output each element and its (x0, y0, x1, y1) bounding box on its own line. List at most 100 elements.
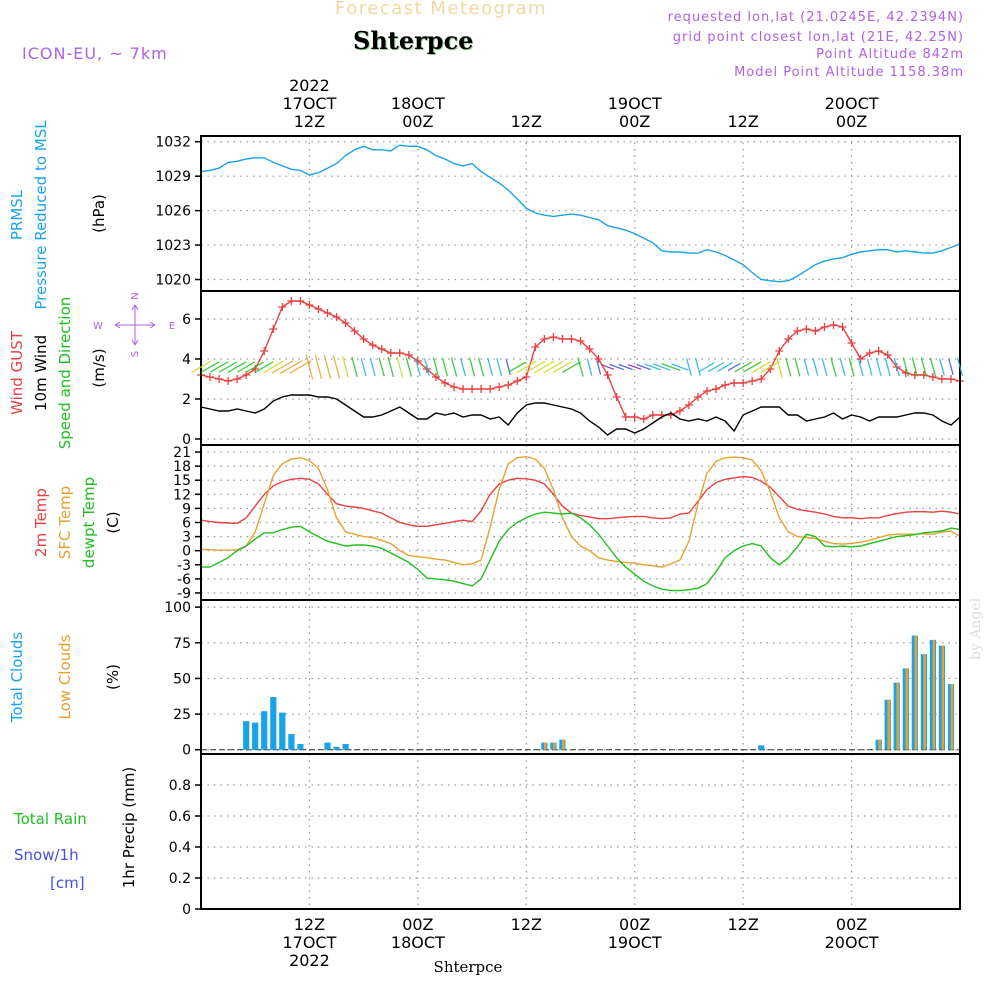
wind-direction-arrow (508, 361, 527, 373)
y-tick-label: 21 (173, 445, 191, 461)
y-tick-label: -6 (177, 572, 191, 588)
bottom-time-label: 12Z (727, 915, 758, 934)
wind-direction-arrow (191, 361, 211, 373)
gust-marker (630, 413, 639, 421)
total-cloud-bar (270, 697, 277, 750)
low-cloud-bar (878, 739, 881, 750)
y-axis-label: Total Clouds (8, 632, 26, 724)
low-cloud-bar (896, 682, 899, 750)
gust-marker (919, 371, 928, 379)
y-tick-label: 15 (173, 473, 191, 489)
unit-label: (%) (104, 664, 122, 690)
y-tick-label: -3 (177, 558, 191, 574)
top-time-label: 00Z (836, 112, 867, 131)
gust-marker (603, 371, 612, 379)
wind-direction-arrow (727, 362, 741, 372)
wind-direction-arrow (543, 360, 564, 374)
gust-marker (576, 337, 585, 345)
wind-direction-arrow (525, 360, 546, 374)
gust-marker (224, 377, 233, 385)
wind-direction-arrow (360, 357, 367, 377)
low-cloud-bar (887, 699, 890, 750)
wind-direction-arrow (577, 357, 584, 377)
low-cloud-bar (544, 742, 547, 750)
y-tick-label: 1026 (155, 204, 191, 220)
gust-marker (287, 297, 296, 305)
wind-direction-arrow (920, 357, 928, 377)
gust-marker (703, 387, 711, 395)
gust-marker (477, 385, 486, 393)
wind-direction-arrow (432, 357, 440, 377)
gust-marker (368, 341, 377, 349)
wind-direction-arrow (911, 357, 919, 377)
pressure-frame (200, 135, 961, 292)
gust-marker (585, 345, 594, 353)
low-cloud-bar (923, 654, 926, 750)
wind-direction-arrow (378, 357, 385, 377)
wind-direction-arrow (586, 358, 593, 376)
wind-direction-arrow (209, 361, 229, 373)
wind-direction-arrow (323, 354, 332, 380)
gust-marker (341, 319, 350, 327)
grid-point-coordinates: grid point closest lon,lat (21E, 42.25N) (672, 30, 964, 45)
y-axis-label: dewpt Temp (80, 477, 98, 568)
y-axis-label: Wind GUST (8, 330, 26, 415)
wind-direction-arrow (785, 357, 792, 377)
wind-direction-arrow (227, 361, 247, 373)
gust-marker (522, 373, 531, 381)
total-cloud-bar (252, 722, 259, 750)
wind-direction-arrow (636, 363, 652, 371)
gust-marker (612, 393, 621, 401)
y-tick-label: 0 (182, 743, 191, 759)
wind-direction-arrow (601, 364, 615, 370)
bottom-time-label: 00Z (836, 915, 867, 934)
total-cloud-bar (342, 744, 349, 750)
wind-direction-arrow (387, 356, 395, 378)
wind-direction-arrow (734, 361, 752, 373)
wind-direction-arrow (694, 358, 701, 376)
wind-direction-arrow (200, 361, 220, 373)
wind-direction-arrow (699, 362, 715, 372)
top-time-label: 2022 (289, 76, 330, 95)
bottom-time-label: 17OCT (282, 933, 336, 952)
gust-marker (350, 327, 359, 335)
gust-marker (829, 321, 838, 329)
gust-marker (377, 345, 386, 353)
y-tick-label: 0.2 (169, 871, 191, 887)
top-time-label: 12Z (294, 112, 325, 131)
gust-marker (621, 413, 630, 421)
gust-marker (386, 349, 395, 357)
meteogram-title: Forecast Meteogram (335, 0, 548, 19)
wind-direction-arrow (760, 361, 780, 373)
bottom-time-label: 12Z (294, 915, 325, 934)
wind-direction-arrow (218, 361, 238, 373)
y-tick-label: 6 (182, 516, 191, 532)
wind-direction-arrow (671, 363, 689, 371)
wind-panel: 0 2 4 6 (182, 290, 964, 448)
wind-direction-arrow (609, 363, 624, 371)
gust-marker (359, 335, 368, 343)
gust-marker (928, 373, 937, 381)
y-tick-label: -9 (177, 586, 191, 602)
wind-direction-arrow (552, 361, 573, 373)
gust-marker (675, 407, 684, 415)
low-cloud-bar (941, 645, 945, 750)
total-cloud-bar (261, 711, 268, 750)
wind-direction-arrow (794, 357, 801, 377)
y-tick-label: 1032 (155, 135, 191, 151)
wind-direction-arrow (534, 360, 555, 374)
wind-direction-arrow (236, 361, 256, 373)
gust-marker (260, 347, 269, 355)
gust-marker (504, 381, 513, 389)
wind-direction-arrow (562, 361, 581, 373)
total-cloud-bar (288, 734, 295, 750)
y-tick-label: 1023 (155, 238, 191, 254)
wind-direction-arrow (280, 360, 303, 374)
wind-direction-arrow (742, 361, 762, 373)
wind-direction-arrow (262, 360, 284, 374)
low-cloud-bar (932, 639, 936, 750)
gust-marker (883, 351, 892, 359)
series-line-prmsl (200, 144, 961, 283)
series-line-sfc-temp (200, 455, 961, 568)
pressure-panel: 1020 1023 1026 1029 1032 (155, 135, 961, 292)
